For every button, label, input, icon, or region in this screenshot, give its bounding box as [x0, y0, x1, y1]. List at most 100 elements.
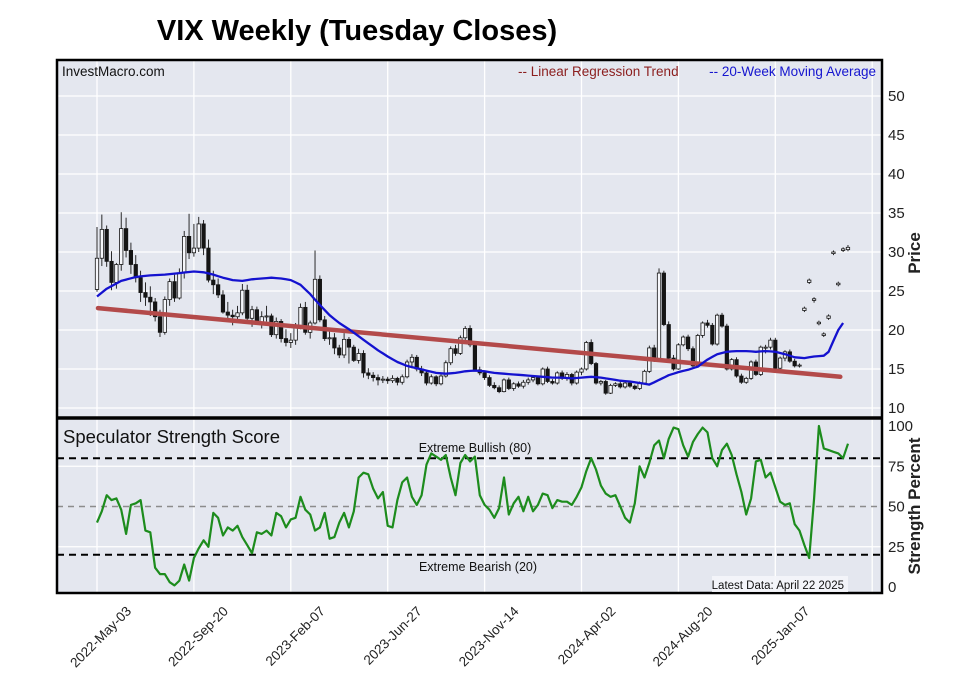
candle-body — [579, 368, 584, 373]
candle-body — [99, 228, 104, 259]
candle-body — [366, 372, 371, 376]
candle-body — [235, 312, 240, 318]
candle-body — [351, 346, 356, 361]
candle-body — [119, 228, 124, 265]
candle-body — [114, 264, 119, 283]
candle-body — [157, 316, 163, 333]
candle-body — [317, 278, 322, 321]
candle-body — [841, 248, 846, 251]
legend-ma-label: -- 20-Week Moving Average — [709, 64, 876, 79]
candle-body — [182, 235, 187, 274]
candle-body — [429, 376, 434, 384]
candle-body — [661, 272, 666, 325]
price-layer — [94, 212, 851, 395]
candle-body — [739, 375, 744, 383]
extreme-bullish-label: Extreme Bullish (80) — [419, 441, 532, 455]
candle-body — [249, 309, 255, 319]
candle-body — [768, 339, 773, 348]
candle-body — [337, 347, 342, 356]
candle-body — [797, 364, 802, 367]
candle-body — [472, 344, 478, 371]
candle-body — [254, 309, 259, 323]
candle-body — [400, 376, 405, 383]
candle-body — [642, 370, 647, 384]
price-tick-label: 20 — [888, 322, 905, 339]
candle-body — [681, 336, 686, 346]
candle-body — [201, 223, 206, 249]
candle-body — [666, 324, 671, 359]
candle-body — [148, 296, 153, 303]
strength-line — [95, 424, 850, 587]
strength-tick-label: 75 — [888, 458, 905, 475]
candle-body — [623, 382, 628, 388]
candle-body — [821, 333, 826, 336]
price-tick-label: 50 — [888, 88, 905, 105]
strength-tick-label: 50 — [888, 499, 905, 516]
candle-body — [220, 294, 226, 313]
candle-body — [225, 311, 230, 316]
candle-body — [690, 348, 696, 367]
candle-body — [501, 379, 507, 393]
candle-body — [196, 223, 201, 249]
candle-body — [516, 383, 521, 387]
strength-tick-label: 0 — [888, 579, 896, 596]
price-tick-label: 15 — [888, 361, 905, 378]
candle-body — [424, 372, 429, 384]
strength-layer — [57, 424, 882, 587]
candle-body — [792, 360, 797, 367]
candle-body — [245, 289, 250, 319]
candle-body — [656, 272, 662, 361]
candle-body — [453, 348, 458, 354]
candle-body — [608, 384, 613, 394]
watermark: InvestMacro.com — [62, 64, 165, 79]
candle-body — [448, 348, 453, 364]
candle-body — [705, 322, 710, 326]
candle-body — [385, 378, 390, 382]
candle-body — [123, 228, 129, 251]
candle-body — [138, 277, 143, 293]
candle-body — [802, 307, 807, 311]
candle-body — [380, 378, 385, 381]
price-tick-label: 45 — [888, 127, 905, 144]
candle-body — [826, 315, 831, 319]
candle-body — [744, 377, 749, 383]
candle-body — [719, 314, 725, 327]
candle-body — [487, 377, 492, 386]
candle-body — [710, 324, 715, 345]
candle-body — [545, 368, 550, 382]
candle-body — [186, 235, 192, 254]
candle-body — [283, 338, 289, 343]
candle-body — [482, 372, 487, 378]
candle-body — [816, 321, 822, 325]
candle-body — [443, 362, 448, 377]
regression-line — [95, 305, 843, 380]
candle-body — [613, 383, 618, 386]
candle-body — [346, 338, 352, 348]
candle-body — [758, 346, 763, 375]
strength-tick-label: 100 — [888, 418, 913, 435]
candle-body — [497, 387, 502, 393]
candle-body — [395, 377, 400, 383]
price-tick-label: 10 — [888, 400, 905, 417]
candle-body — [676, 344, 681, 370]
price-tick-label: 25 — [888, 283, 905, 300]
candle-body — [685, 336, 691, 350]
candle-body — [274, 321, 279, 336]
latest-data-box — [712, 576, 848, 592]
candle-body — [627, 382, 633, 387]
candle-body — [458, 337, 463, 354]
extreme-bearish-label: Extreme Bearish (20) — [419, 560, 537, 574]
candle-body — [94, 257, 100, 290]
candle-body — [773, 339, 778, 369]
candle-body — [603, 381, 608, 394]
price-tick-label: 40 — [888, 166, 905, 183]
candle-body — [375, 377, 381, 381]
ma-line — [96, 270, 845, 386]
strength-tick-label: 25 — [888, 539, 905, 556]
candle-body — [778, 357, 783, 369]
candle-body — [763, 346, 768, 349]
candle-body — [167, 281, 172, 300]
candle-body — [492, 384, 497, 389]
candle-body — [298, 306, 303, 326]
candle-body — [434, 376, 439, 385]
